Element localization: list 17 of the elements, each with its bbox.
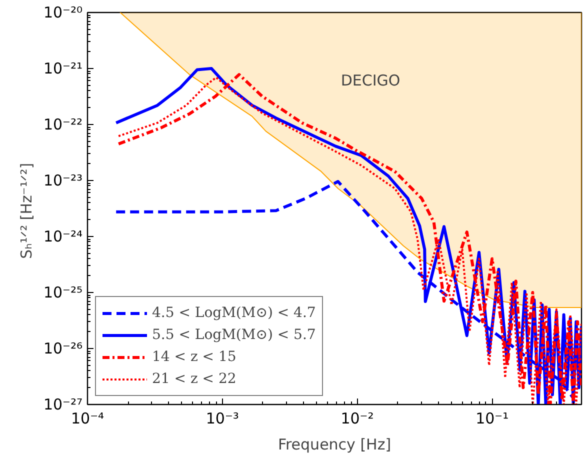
legend-label: 14 < z < 15 <box>152 349 236 365</box>
x-axis-title: Frequency [Hz] <box>278 436 392 454</box>
x-tick-label: 10⁻³ <box>206 410 239 428</box>
y-axis-title: Sₕ¹ᐟ² [Hz⁻¹ᐟ²] <box>17 162 36 259</box>
y-tick-label: 10⁻²⁰ <box>43 4 82 22</box>
legend-label: 21 < z < 22 <box>152 371 236 387</box>
legend-label: 5.5 < LogM(M⊙) < 5.7 <box>152 327 316 343</box>
x-tick-label: 10⁻¹ <box>476 410 509 428</box>
y-tick-label: 10⁻²⁵ <box>43 284 82 302</box>
legend-label: 4.5 < LogM(M⊙) < 4.7 <box>152 305 316 321</box>
y-tick-label: 10⁻²¹ <box>43 60 82 78</box>
annotation: DECIGO <box>340 72 400 90</box>
y-tick-label: 10⁻²⁴ <box>43 228 82 246</box>
y-tick-label: 10⁻²³ <box>43 172 82 190</box>
y-tick-label: 10⁻²² <box>43 116 82 134</box>
y-tick-label: 10⁻²⁶ <box>43 340 82 358</box>
x-tick-label: 10⁻² <box>340 410 374 428</box>
